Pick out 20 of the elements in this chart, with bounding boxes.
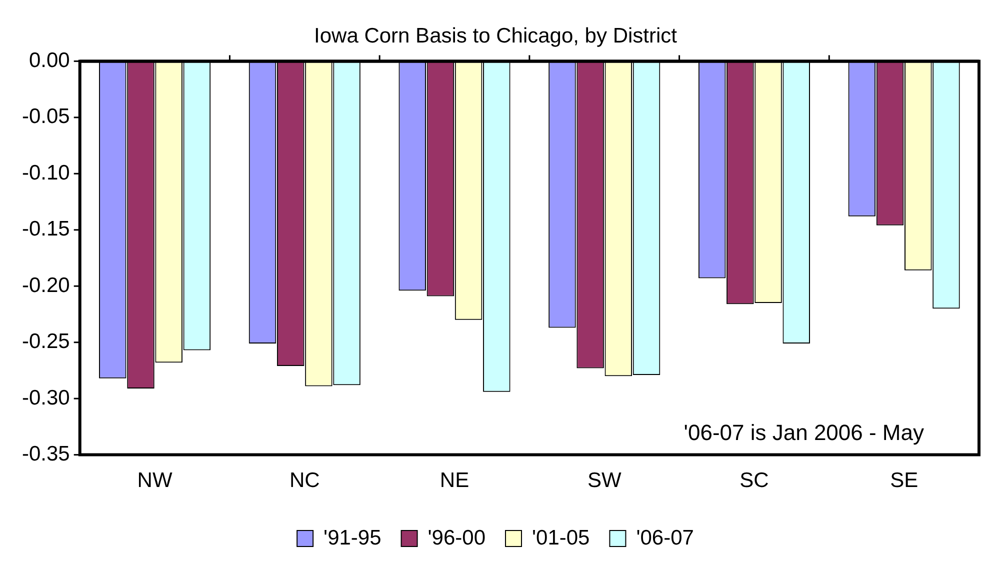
- legend-label: '91-95: [324, 526, 382, 550]
- y-tick-label: 0.00: [28, 48, 70, 72]
- x-tick-label: SW: [587, 469, 622, 492]
- chart-title: Iowa Corn Basis to Chicago, by District: [314, 24, 678, 48]
- y-tick-label: -0.35: [22, 442, 70, 466]
- y-tick-label: -0.05: [22, 105, 70, 128]
- y-tick-label: -0.10: [22, 161, 70, 184]
- y-tick-label: -0.15: [22, 218, 70, 241]
- x-tick-label: NW: [137, 469, 172, 492]
- annotation: '06-07 is Jan 2006 - May: [684, 420, 924, 445]
- legend-label: '06-07: [636, 526, 694, 550]
- x-tick-label: NC: [289, 469, 320, 492]
- y-tick-label: -0.30: [22, 386, 70, 410]
- x-tick-label: SE: [890, 469, 918, 492]
- y-tick-label: -0.20: [22, 274, 70, 297]
- x-tick-label: NE: [440, 469, 470, 492]
- legend-label: '01-05: [532, 526, 590, 550]
- x-tick-label: SC: [740, 469, 769, 492]
- y-tick-label: -0.25: [22, 330, 70, 354]
- legend-label: '96-00: [428, 526, 486, 550]
